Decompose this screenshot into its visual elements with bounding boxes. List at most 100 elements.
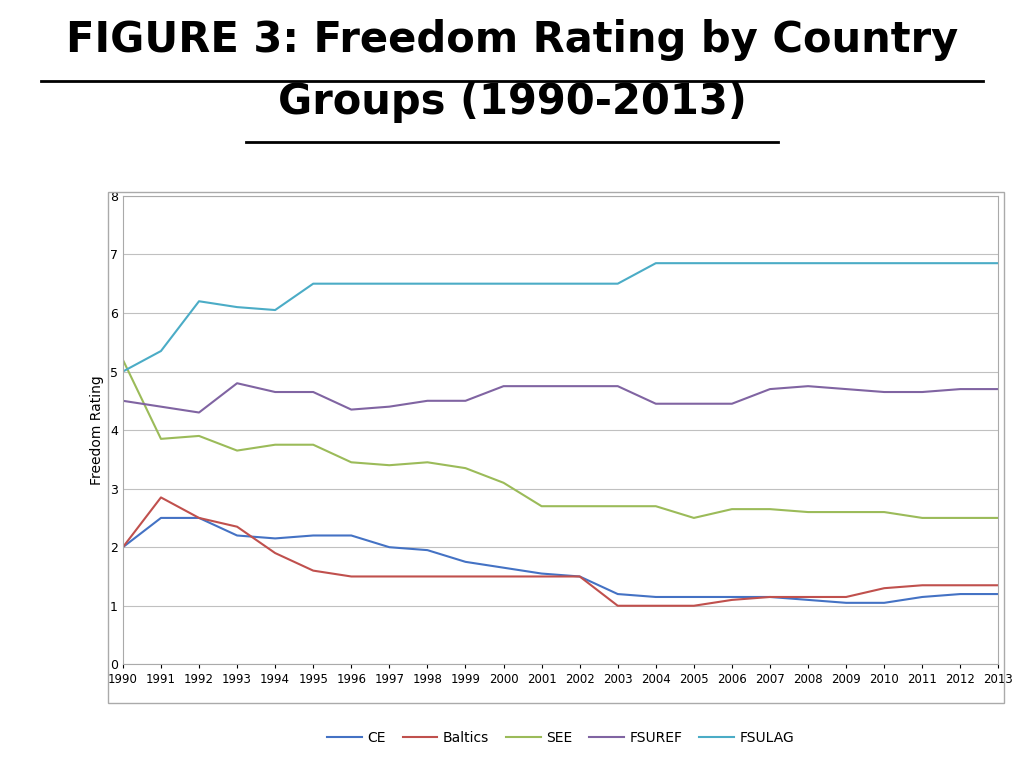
Baltics <box>269 548 282 558</box>
Line: CE: CE <box>123 518 998 603</box>
Line: FSUREF: FSUREF <box>123 383 998 412</box>
SEE <box>649 502 662 511</box>
SEE <box>383 461 395 470</box>
CE <box>611 590 624 599</box>
FSULAG <box>193 296 205 306</box>
FSULAG <box>498 279 510 288</box>
Baltics <box>460 572 472 581</box>
SEE <box>573 502 586 511</box>
FSUREF <box>878 387 890 396</box>
FSUREF <box>231 379 244 388</box>
FSULAG <box>954 259 967 268</box>
FSUREF <box>649 399 662 409</box>
SEE <box>764 505 776 514</box>
FSUREF <box>155 402 167 412</box>
CE <box>573 572 586 581</box>
CE <box>193 513 205 522</box>
SEE <box>117 355 129 365</box>
SEE <box>688 513 700 522</box>
SEE <box>954 513 967 522</box>
FSULAG <box>117 367 129 376</box>
CE <box>688 592 700 601</box>
FSULAG <box>536 279 548 288</box>
Legend: CE, Baltics, SEE, FSUREF, FSULAG: CE, Baltics, SEE, FSUREF, FSULAG <box>322 725 800 750</box>
FSUREF <box>954 385 967 394</box>
CE <box>802 595 814 604</box>
Baltics <box>611 601 624 611</box>
FSULAG <box>916 259 929 268</box>
SEE <box>916 513 929 522</box>
CE <box>726 592 738 601</box>
Baltics <box>155 493 167 502</box>
SEE <box>611 502 624 511</box>
Text: FIGURE 3: Freedom Rating by Country: FIGURE 3: Freedom Rating by Country <box>66 19 958 61</box>
SEE <box>460 464 472 473</box>
SEE <box>536 502 548 511</box>
Baltics <box>498 572 510 581</box>
SEE <box>802 508 814 517</box>
FSUREF <box>992 385 1005 394</box>
FSUREF <box>611 382 624 391</box>
CE <box>954 590 967 599</box>
Baltics <box>802 592 814 601</box>
FSULAG <box>726 259 738 268</box>
SEE <box>193 432 205 441</box>
FSULAG <box>460 279 472 288</box>
Y-axis label: Freedom Rating: Freedom Rating <box>90 376 104 485</box>
FSULAG <box>878 259 890 268</box>
CE <box>307 531 319 540</box>
CE <box>649 592 662 601</box>
Baltics <box>992 581 1005 590</box>
CE <box>878 598 890 607</box>
SEE <box>498 478 510 488</box>
Baltics <box>573 572 586 581</box>
SEE <box>840 508 852 517</box>
Baltics <box>954 581 967 590</box>
CE <box>764 592 776 601</box>
CE <box>155 513 167 522</box>
Baltics <box>345 572 357 581</box>
CE <box>269 534 282 543</box>
SEE <box>345 458 357 467</box>
FSUREF <box>498 382 510 391</box>
FSUREF <box>726 399 738 409</box>
Baltics <box>840 592 852 601</box>
FSULAG <box>155 346 167 356</box>
FSUREF <box>383 402 395 412</box>
FSUREF <box>688 399 700 409</box>
FSUREF <box>421 396 433 406</box>
SEE <box>269 440 282 449</box>
CE <box>840 598 852 607</box>
FSUREF <box>764 385 776 394</box>
FSUREF <box>840 385 852 394</box>
FSUREF <box>916 387 929 396</box>
FSUREF <box>269 387 282 396</box>
Baltics <box>688 601 700 611</box>
FSULAG <box>802 259 814 268</box>
Line: SEE: SEE <box>123 359 998 518</box>
FSUREF <box>307 387 319 396</box>
CE <box>536 569 548 578</box>
FSULAG <box>383 279 395 288</box>
FSULAG <box>307 279 319 288</box>
FSUREF <box>193 408 205 417</box>
Line: FSULAG: FSULAG <box>123 263 998 372</box>
Baltics <box>726 595 738 604</box>
FSUREF <box>802 382 814 391</box>
FSULAG <box>992 259 1005 268</box>
SEE <box>992 513 1005 522</box>
CE <box>421 545 433 554</box>
SEE <box>421 458 433 467</box>
CE <box>383 542 395 551</box>
Baltics <box>536 572 548 581</box>
Baltics <box>421 572 433 581</box>
Baltics <box>193 513 205 522</box>
CE <box>498 563 510 572</box>
FSULAG <box>573 279 586 288</box>
Baltics <box>916 581 929 590</box>
CE <box>460 558 472 567</box>
FSULAG <box>231 303 244 312</box>
SEE <box>726 505 738 514</box>
FSULAG <box>649 259 662 268</box>
FSUREF <box>460 396 472 406</box>
